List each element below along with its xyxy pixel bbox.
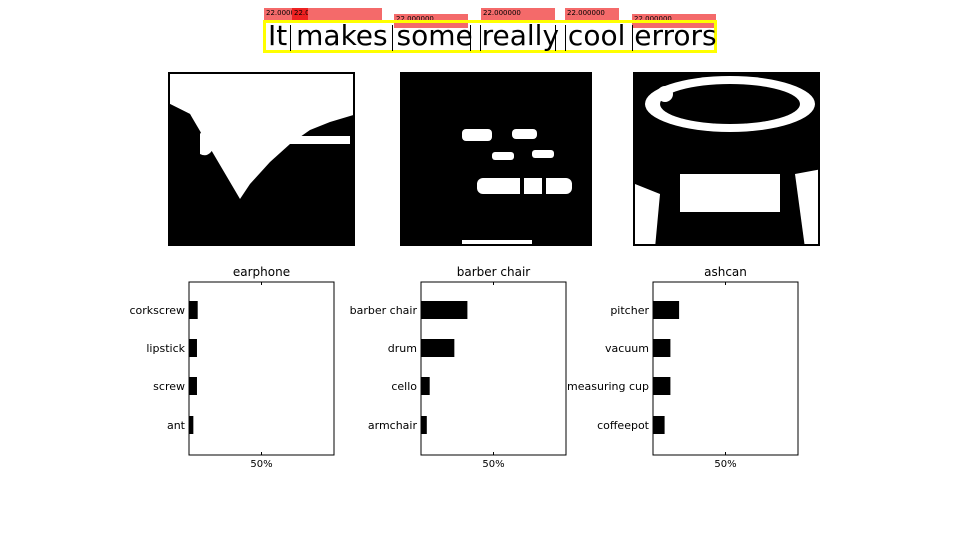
word-divider bbox=[392, 25, 393, 51]
barber-chair-photo bbox=[400, 72, 592, 246]
bar bbox=[653, 377, 671, 395]
x-tick-label: 50% bbox=[714, 459, 736, 470]
plot-frame bbox=[188, 281, 335, 456]
bar bbox=[189, 416, 194, 434]
category-label: drum bbox=[388, 342, 417, 355]
word-divider bbox=[565, 25, 566, 51]
caption-text: It makes some really cool errors bbox=[268, 19, 717, 52]
bar bbox=[189, 301, 198, 319]
category-label: cello bbox=[391, 380, 417, 393]
bar bbox=[653, 416, 665, 434]
category-label: corkscrew bbox=[130, 304, 186, 317]
earphone-photo-art bbox=[170, 74, 353, 244]
word-score-tag: 22.000000 bbox=[292, 8, 308, 22]
category-label: barber chair bbox=[350, 304, 418, 317]
category-label: vacuum bbox=[605, 342, 649, 355]
earphone-photo bbox=[168, 72, 355, 246]
word-divider bbox=[470, 25, 471, 51]
category-label: armchair bbox=[368, 419, 418, 432]
plot-frame bbox=[652, 281, 799, 456]
bar bbox=[653, 339, 671, 357]
bar bbox=[189, 377, 197, 395]
chart-title: ashcan bbox=[704, 265, 747, 279]
word-divider bbox=[290, 25, 291, 51]
chart-title: earphone bbox=[233, 265, 290, 279]
plot-frame bbox=[420, 281, 567, 456]
category-label: measuring cup bbox=[567, 380, 649, 393]
category-label: screw bbox=[153, 380, 185, 393]
word-score-tag: 22.000000 bbox=[565, 8, 619, 22]
x-tick-label: 50% bbox=[250, 459, 272, 470]
barber-chair-photo-art bbox=[402, 74, 590, 244]
bar bbox=[653, 301, 680, 319]
bar bbox=[421, 377, 430, 395]
category-label: coffeepot bbox=[597, 419, 650, 432]
category-label: ant bbox=[167, 419, 186, 432]
x-tick-label: 50% bbox=[482, 459, 504, 470]
bar bbox=[189, 339, 197, 357]
caption-highlight-box bbox=[263, 20, 717, 53]
category-label: lipstick bbox=[146, 342, 185, 355]
chart-title: barber chair bbox=[457, 265, 531, 279]
word-divider bbox=[480, 25, 481, 51]
word-score-tag: 22.000000 bbox=[481, 8, 555, 22]
ashcan-photo bbox=[633, 72, 820, 246]
bar bbox=[421, 301, 468, 319]
bar bbox=[421, 339, 455, 357]
category-label: pitcher bbox=[610, 304, 649, 317]
bar bbox=[421, 416, 427, 434]
word-divider bbox=[632, 25, 633, 51]
word-divider bbox=[555, 25, 556, 51]
ashcan-photo-art bbox=[635, 74, 818, 244]
